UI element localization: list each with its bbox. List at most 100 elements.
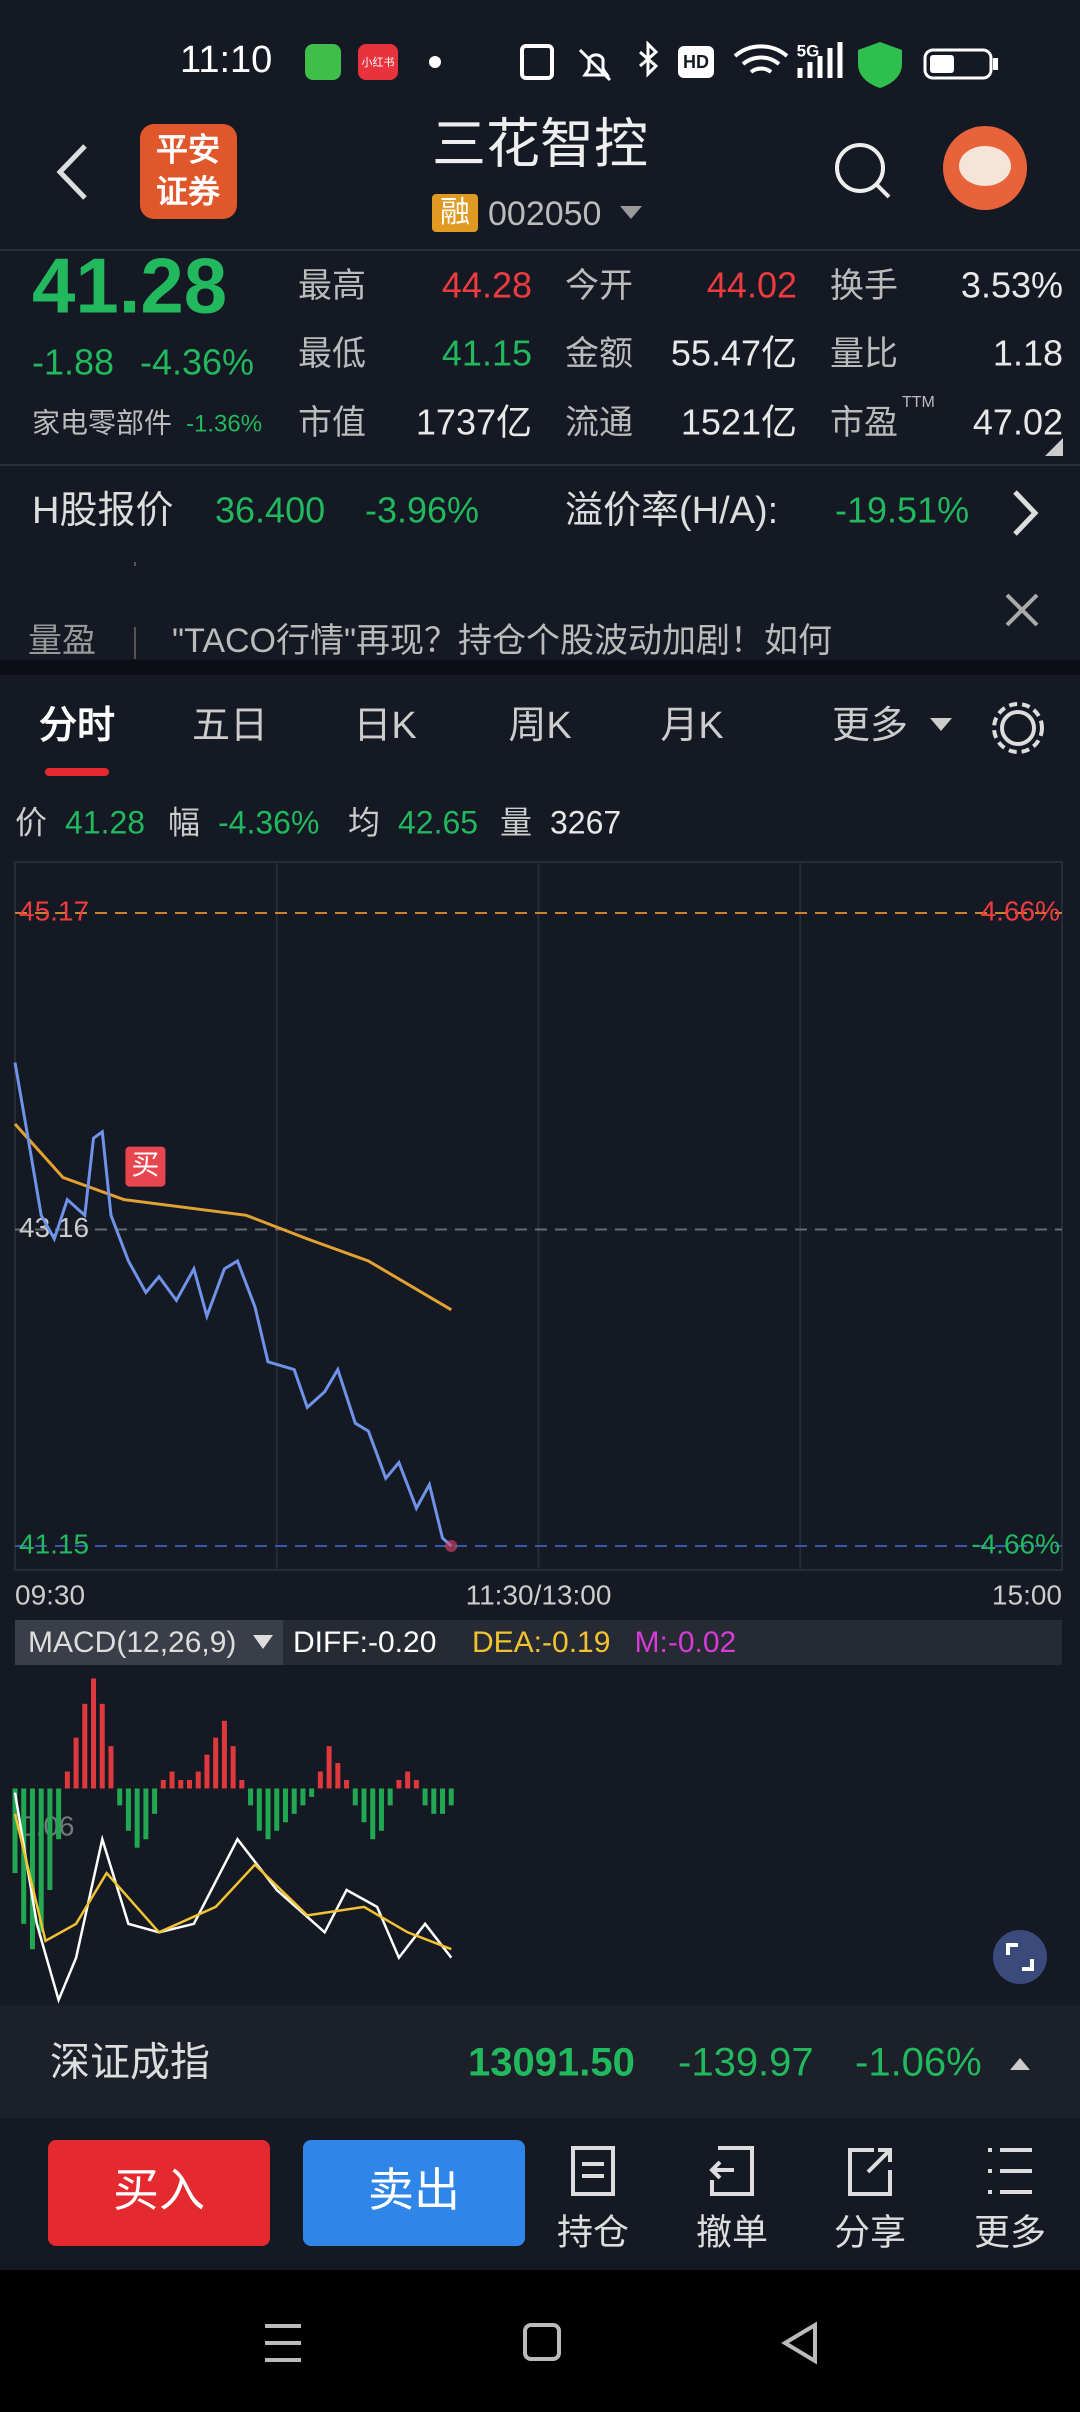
stats-grid: 最高 44.28 今开 44.02 换手 3.53% 最低 41.15 金额 55.47亿 量比 1.… [298, 265, 1063, 443]
buy-marker [125, 1146, 166, 1187]
news-ticker[interactable]: 沙股 三花智控目前怎么操作量盈 "TACO行情"再现？持仓个股波动加剧！如何 [28, 529, 832, 660]
tool-label[interactable]: 持仓 [557, 2212, 629, 2253]
sell-button[interactable] [303, 2140, 525, 2246]
macd-bar [82, 1703, 88, 1789]
battery-tip [993, 58, 998, 70]
macd-stat-label: M: [635, 1626, 668, 1659]
stat-label: 今开 [565, 267, 633, 305]
stat-value: 44.28 [442, 265, 532, 306]
stat-label: 流通 [565, 404, 633, 442]
net-text: 5G [797, 41, 820, 60]
macd-bar [125, 1788, 131, 1831]
dropdown-arrow[interactable] [620, 206, 642, 219]
tool-label[interactable]: 更多 [974, 2212, 1046, 2253]
macd-bar [99, 1703, 105, 1789]
period-tabs: 分时 五日 日K 周K 月K 更多 [39, 705, 952, 776]
macd-bar [169, 1771, 175, 1789]
app-icon [358, 44, 398, 80]
macd-bar [335, 1763, 341, 1789]
logo-text: 平安 [156, 131, 220, 167]
battery [923, 48, 993, 80]
shield-icon [858, 42, 902, 88]
news-close[interactable] [1005, 593, 1039, 627]
info-value: 3267 [550, 804, 621, 840]
tab[interactable]: 周K [508, 705, 571, 747]
tool-icon[interactable] [709, 2146, 754, 2196]
stat-value: 44.02 [707, 265, 797, 306]
macd-bar [47, 1788, 53, 1890]
macd-stat: DIFF:-0.20 [293, 1626, 436, 1659]
h-share-pct: -3.96% [365, 490, 479, 531]
stat-sup: TTM [902, 394, 935, 411]
tool-label[interactable]: 分享 [834, 2212, 906, 2253]
tool-icon[interactable] [571, 2146, 615, 2196]
search-icon[interactable] [835, 143, 885, 193]
back-button[interactable] [56, 144, 87, 200]
y2-tick-label: 4.66% [981, 895, 1060, 926]
margin-tag [432, 194, 478, 232]
index-pct: -1.06% [855, 2041, 982, 2085]
tab[interactable]: 分时 [39, 705, 115, 747]
stat-value: 47.02 [973, 402, 1063, 443]
x-tick-label: 11:30/13:00 [466, 1579, 612, 1610]
chart-info: 价 41.28 幅 -4.36% 均 42.65 量 3267 [15, 804, 621, 840]
wifi-icon [733, 44, 789, 74]
buy-marker-label: 买 [131, 1149, 159, 1180]
macd-bar [134, 1788, 140, 1848]
macd-stat: DEA:-0.19 [472, 1626, 610, 1659]
settings-icon[interactable] [1000, 710, 1036, 746]
macd-bar [405, 1771, 411, 1789]
macd-stat-label: DEA: [472, 1626, 542, 1659]
buy-button[interactable] [48, 2140, 270, 2246]
nav-home[interactable] [523, 2323, 561, 2361]
nav-back[interactable] [781, 2321, 817, 2365]
last-price: 41.28 [32, 242, 227, 330]
stat-value: 1.18 [993, 333, 1063, 374]
h-share-more[interactable] [1013, 490, 1039, 536]
macd-bar [56, 1788, 62, 1840]
stat-label: 最低 [298, 335, 366, 373]
tab[interactable]: 五日 [192, 705, 268, 747]
tab[interactable]: 月K [660, 705, 723, 747]
info-value: -4.36% [218, 804, 319, 840]
tool-label[interactable]: 撤单 [696, 2212, 768, 2253]
price-change-pct: -4.36% [140, 342, 254, 383]
macd-dropdown [253, 1635, 273, 1649]
macd-bar [448, 1788, 454, 1806]
macd-selector[interactable] [15, 1620, 283, 1665]
macd-bar [187, 1780, 192, 1789]
news-text[interactable]: 三花智控目前怎么操作 [172, 529, 512, 567]
expand-icon [1006, 1943, 1034, 1971]
macd-bar [239, 1780, 245, 1789]
stat-label: 量比 [830, 335, 898, 373]
series-line [13, 1792, 453, 2004]
info-label: 量 [500, 804, 532, 840]
macd-bar [309, 1788, 315, 1797]
news-text[interactable]: "TACO行情"再现？持仓个股波动加剧！如何 [172, 622, 832, 660]
nav-menu[interactable] [265, 2324, 301, 2362]
tool-icon[interactable] [988, 2148, 1032, 2194]
macd-bar [213, 1737, 219, 1789]
bluetooth-icon [639, 40, 659, 78]
macd-bar [117, 1788, 123, 1806]
macd-bar [178, 1780, 184, 1789]
expand-button[interactable] [993, 1930, 1047, 1984]
stat-label: 市盈 [830, 404, 898, 442]
nav-bar [0, 2270, 1080, 2412]
nfc-icon [520, 44, 554, 80]
series-line [13, 1813, 452, 1951]
y-tick-label: 45.17 [19, 895, 89, 926]
tab-underline [45, 768, 109, 776]
macd-bar [64, 1771, 70, 1789]
index-bar[interactable] [0, 2005, 1080, 2118]
tab[interactable]: 日K [353, 705, 416, 747]
macd-bar [38, 1788, 44, 1933]
stat-label: 市值 [298, 404, 366, 442]
macd-bar [91, 1678, 97, 1789]
stat-label: 金额 [565, 335, 633, 373]
h-share-label: H股报价 [32, 490, 173, 532]
tool-icon[interactable] [848, 2148, 892, 2196]
index-expand[interactable] [1010, 2058, 1030, 2070]
macd-bar [317, 1771, 323, 1789]
tab[interactable]: 更多 [832, 705, 908, 747]
